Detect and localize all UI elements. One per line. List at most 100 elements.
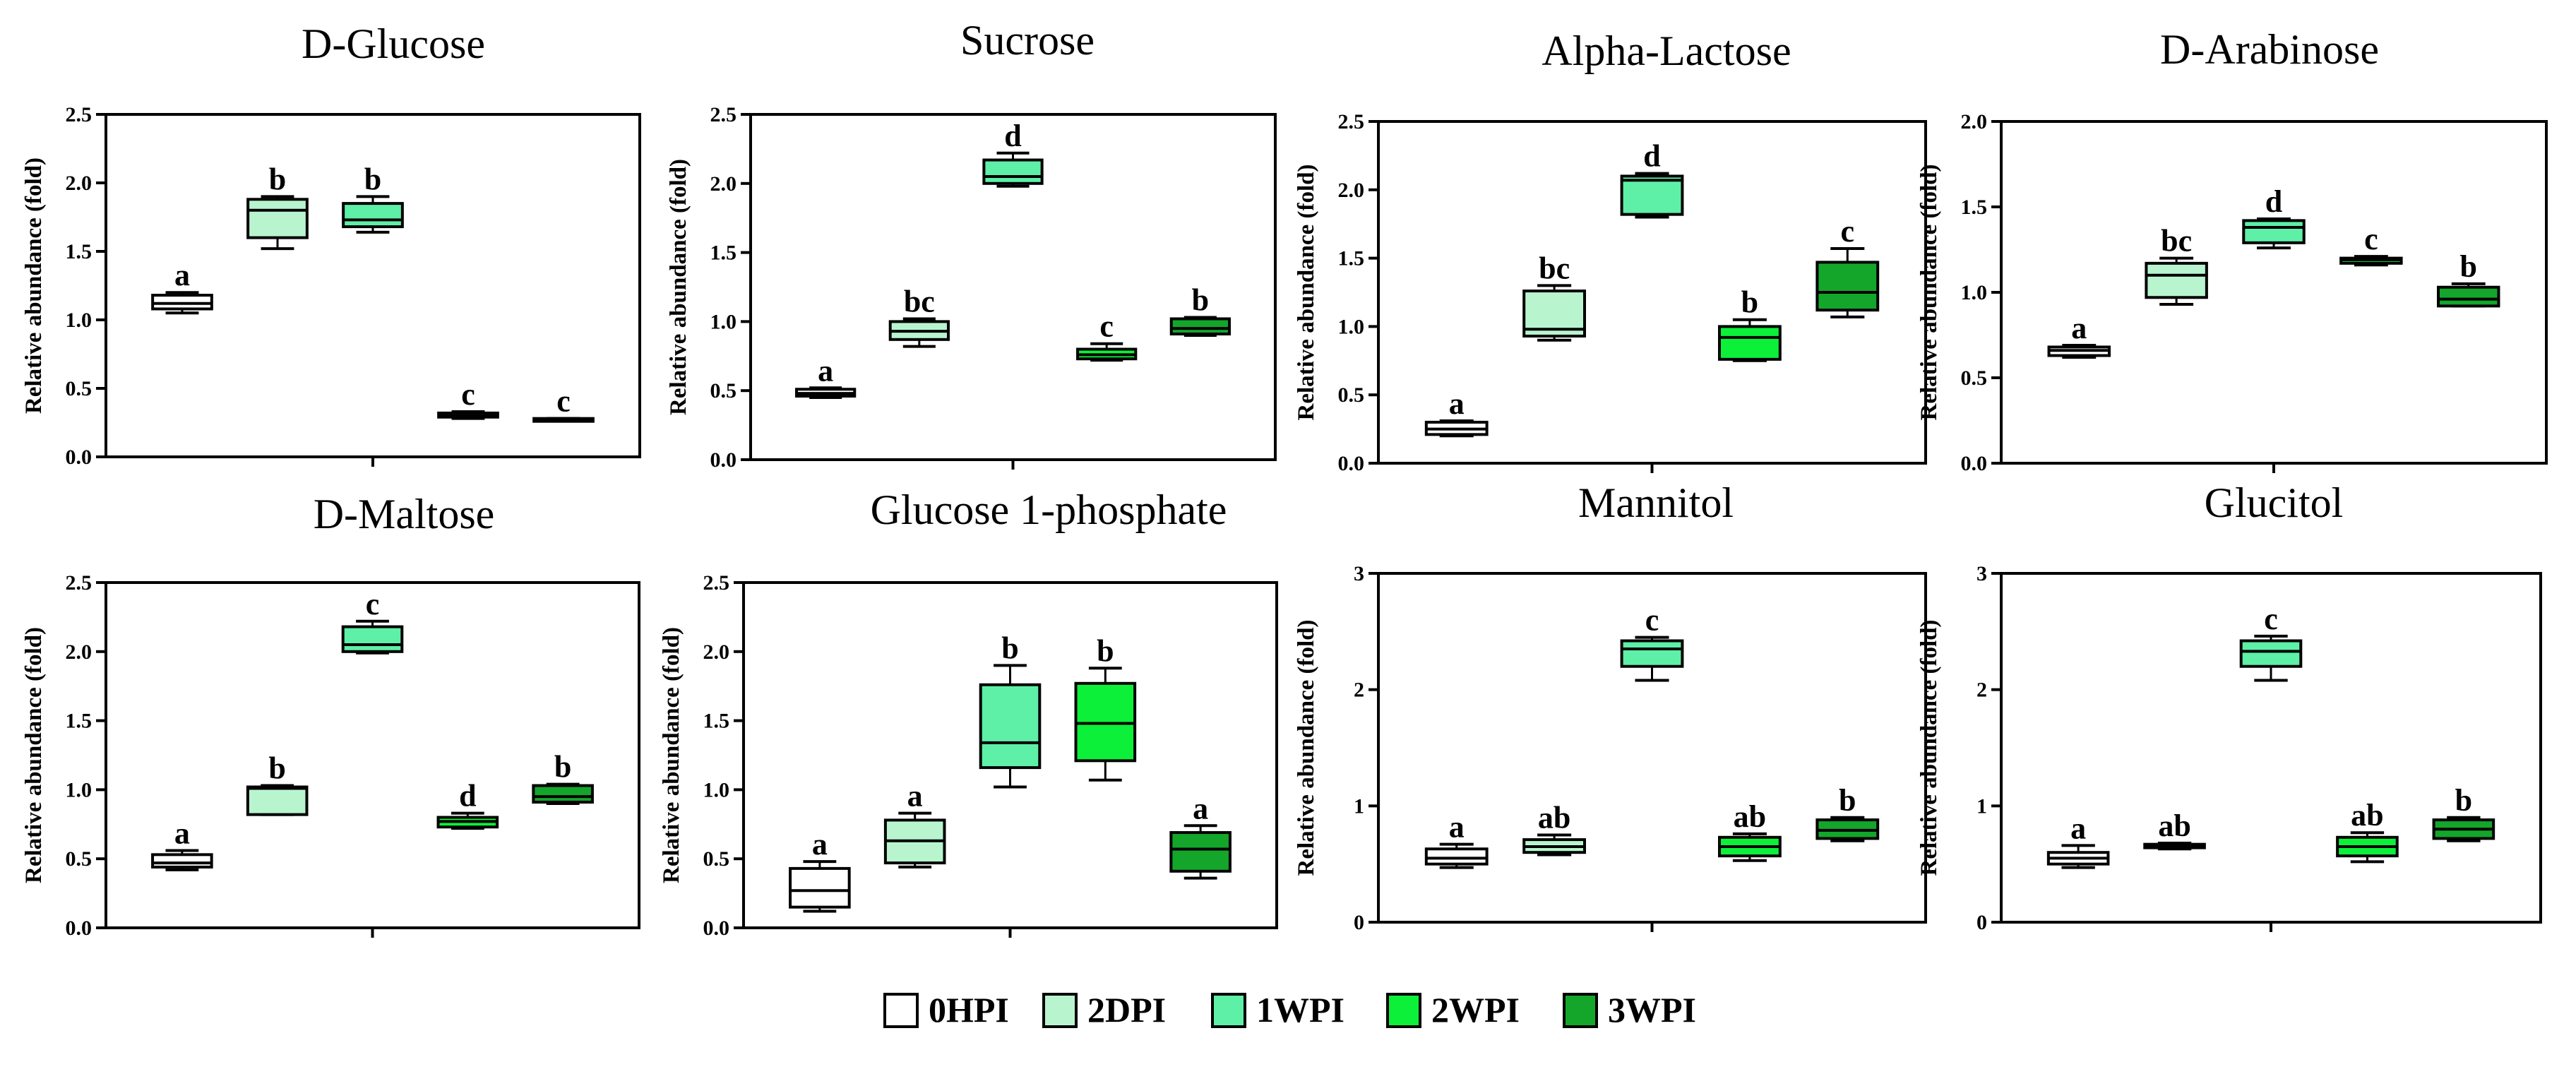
legend-swatch-1WPI [1211,993,1246,1028]
chart-panel-3: D-Arabinose 0.0 0.5 1.0 1.5 2.0 Relative abund… [1916,26,2548,475]
significance-letter: a [2071,311,2087,345]
legend-label: 2WPI [1431,990,1520,1030]
panel-title: D-Maltose [314,491,495,537]
box-body [1717,325,1782,361]
box-3WPI: b [532,750,594,805]
significance-letter: ab [1734,799,1766,834]
significance-letter: ab [2351,798,2383,833]
box-0HPI: a [1424,810,1489,869]
panel-title: Alpha-Lactose [1542,28,1791,74]
box-2WPI: c [437,377,499,420]
y-tick-label: 1.0 [703,778,730,801]
legend-label: 0HPI [929,990,1009,1030]
significance-letter: d [2265,184,2282,219]
box-0HPI: a [151,816,213,871]
box-body [1169,831,1232,873]
box-0HPI: a [151,258,213,315]
box-body [1169,317,1231,336]
y-tick-label: 2.0 [1961,110,1988,133]
box-2WPI: ab [2336,798,2399,864]
box-2DPI: bc [2145,224,2208,306]
significance-letter: b [268,751,285,786]
y-tick-label: 2.5 [703,571,730,595]
box-2DPI: bc [888,284,950,348]
box-body [1620,639,1684,668]
y-tick-label: 0.0 [66,917,93,940]
box-1WPI: c [2239,602,2303,682]
box-3WPI: c [532,384,595,423]
significance-letter: b [1192,283,1209,318]
y-tick-label: 3 [1354,562,1364,585]
significance-letter: a [174,816,190,850]
panel-title: Glucose 1-phosphate [871,487,1227,533]
chart-panel-4: D-Maltose 0.0 0.5 1.0 1.5 2.0 2.5 Relative abun… [21,491,640,940]
box-3WPI: a [1169,791,1232,880]
significance-letter: b [1097,633,1114,668]
box-3WPI: c [1815,214,1880,318]
significance-letter: b [364,162,381,196]
box-body [2145,261,2208,299]
box-1WPI: d [1620,139,1684,219]
significance-letter: d [1643,139,1660,174]
y-tick-label: 0 [1354,911,1364,934]
box-2DPI: b [246,751,309,816]
y-tick-label: 2.5 [66,571,93,595]
y-tick-label: 0.5 [1961,366,1988,390]
significance-letter: b [2459,249,2476,284]
significance-letter: c [1841,214,1855,249]
box-body [2242,219,2306,244]
legend-swatch-0HPI [883,993,919,1028]
y-axis-label: Relative abundance (fold) [666,159,691,415]
box-body [246,198,309,239]
significance-letter: a [1193,791,1208,825]
chart-panel-6: Mannitol 0 1 2 3 Relative abundance (fold) a ab… [1294,479,1927,934]
chart-panel-2: Alpha-Lactose 0.0 0.5 1.0 1.5 2.0 2.5 Relative … [1294,28,1927,475]
significance-letter: ab [2158,809,2190,843]
y-axis-label: Relative abundance (fold) [1294,165,1319,421]
box-body [982,158,1044,185]
box-body [1815,261,1880,312]
y-tick-label: 1.5 [710,241,737,265]
box-body [2239,639,2303,668]
y-tick-label: 0.0 [703,917,730,940]
y-tick-label: 1.0 [710,310,737,333]
box-2WPI: b [1074,633,1137,782]
significance-letter: a [907,779,923,813]
y-axis-label: Relative abundance (fold) [21,157,47,414]
y-tick-label: 0.0 [1338,452,1365,475]
y-tick-label: 1.5 [66,240,93,263]
y-axis-label: Relative abundance (fold) [1916,620,1942,876]
box-body [1424,847,1489,866]
y-tick-label: 2.5 [1338,110,1365,133]
chart-panel-7: Glucitol 0 1 2 3 Relative abundance (fold) a ab… [1916,479,2542,934]
box-0HPI: a [1424,386,1489,438]
legend-swatch-3WPI [1563,993,1598,1028]
y-tick-label: 1 [1976,794,1987,818]
y-tick-label: 0.5 [66,377,93,400]
box-body [341,625,404,653]
y-axis-label: Relative abundance (fold) [21,627,47,883]
panel-title: Glucitol [2205,479,2344,526]
y-tick-label: 1.0 [66,309,93,332]
box-body [1620,174,1684,216]
legend-label: 1WPI [1256,990,1344,1030]
y-tick-label: 0.5 [703,847,730,871]
significance-letter: c [556,384,571,419]
significance-letter: a [818,353,833,388]
box-body [979,683,1042,770]
box-body [2436,285,2500,308]
panel-title: Sucrose [960,17,1095,64]
box-2DPI: ab [1522,801,1587,857]
significance-letter: a [2070,811,2086,845]
legend-label: 3WPI [1608,990,1696,1030]
box-1WPI: b [979,631,1042,789]
y-tick-label: 1.5 [703,710,730,733]
box-2WPI: ab [1717,799,1782,862]
box-0HPI: a [789,827,851,913]
significance-letter: b [554,750,571,784]
y-axis-label: Relative abundance (fold) [1916,165,1942,421]
box-3WPI: b [1169,283,1231,337]
box-0HPI: a [2046,811,2110,869]
significance-letter: c [1645,603,1659,638]
y-tick-label: 2.0 [710,172,737,196]
